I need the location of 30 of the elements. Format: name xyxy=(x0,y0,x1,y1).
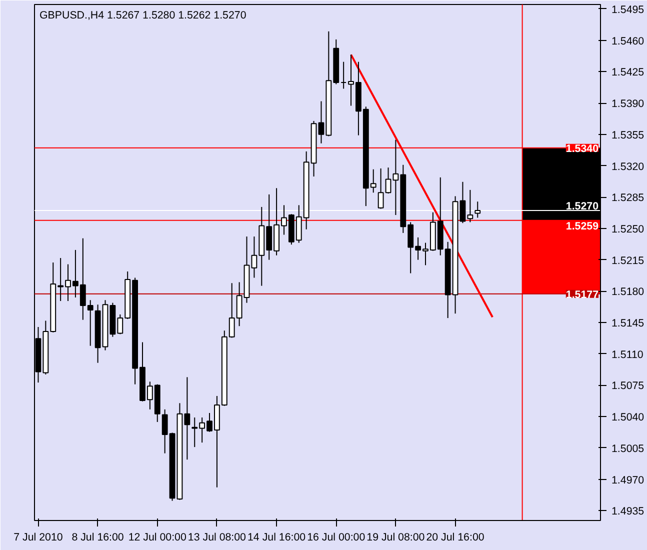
y-tick-label: 1.5110 xyxy=(612,348,644,361)
x-tick-label: 7 Jul 2010 xyxy=(14,532,63,544)
x-tick-label: 20 Jul 16:00 xyxy=(426,532,484,544)
ref-line-label: 1.5259 xyxy=(566,220,599,232)
text: GBPUSD.,H4 1.5267 1.5280 1.5262 1.5270 xyxy=(40,10,246,22)
y-tick-label: 1.5180 xyxy=(612,286,644,298)
ref-line-label: 1.5340 xyxy=(566,142,599,155)
x-tick-label: 13 Jul 08:00 xyxy=(188,532,246,544)
x-tick-label: 19 Jul 08:00 xyxy=(366,532,425,544)
x-tick-label: 8 Jul 16:00 xyxy=(72,532,124,544)
ref-line-label: 1.5270 xyxy=(566,200,599,213)
ref-line-label: 1.5177 xyxy=(566,288,599,301)
y-tick-label: 1.5005 xyxy=(612,442,644,455)
y-tick-label: 1.4935 xyxy=(612,506,644,518)
y-tick-label: 1.5460 xyxy=(612,35,644,48)
x-tick-label: 16 Jul 00:00 xyxy=(307,532,366,544)
x-tick-label: 12 Jul 00:00 xyxy=(128,532,186,544)
y-tick-label: 1.5040 xyxy=(612,412,644,424)
y-tick-label: 1.4970 xyxy=(612,474,644,486)
x-tick-label: 14 Jul 16:00 xyxy=(248,532,306,544)
y-tick-label: 1.5145 xyxy=(612,318,644,330)
y-tick-label: 1.5285 xyxy=(612,192,644,204)
y-tick-label: 1.5390 xyxy=(612,98,644,110)
y-tick-label: 1.5250 xyxy=(612,223,644,236)
y-tick-label: 1.5320 xyxy=(612,160,644,173)
y-tick-label: 1.5425 xyxy=(612,66,644,79)
y-tick-label: 1.5215 xyxy=(612,254,644,267)
y-tick-label: 1.5075 xyxy=(612,380,644,392)
y-tick-label: 1.5355 xyxy=(612,129,644,142)
y-tick-label: 1.5495 xyxy=(612,4,644,16)
